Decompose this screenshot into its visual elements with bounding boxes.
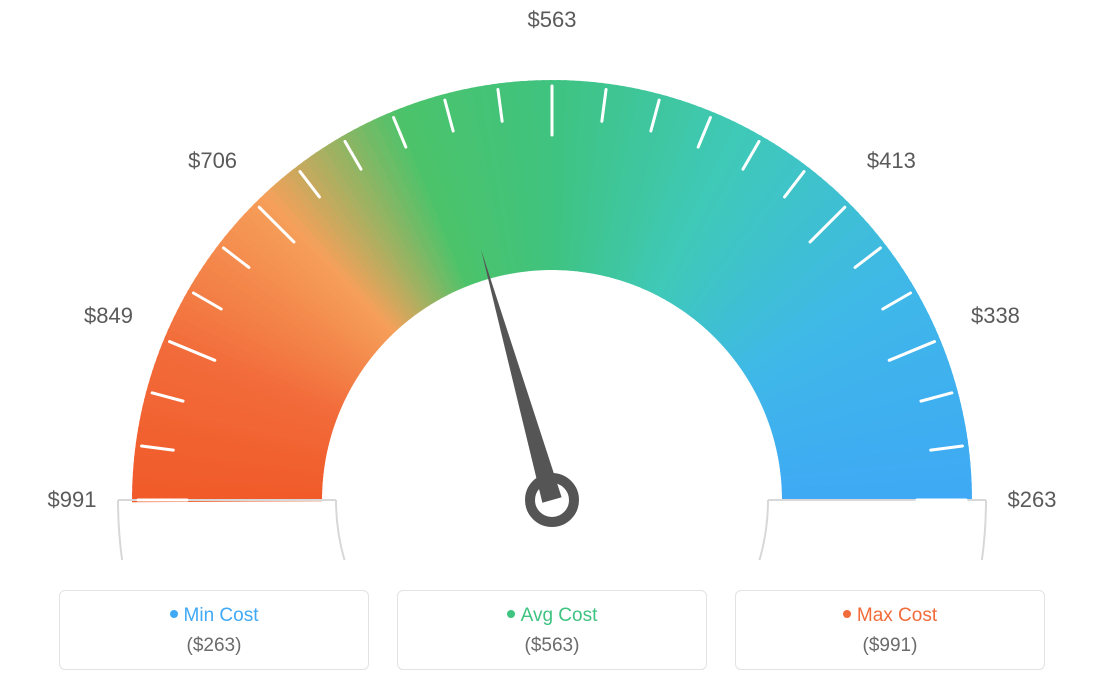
legend-card-min: Min Cost ($263): [59, 590, 369, 670]
inner-outline: [336, 500, 768, 560]
gauge-tick-label: $706: [188, 148, 237, 174]
legend-title-max: Max Cost: [746, 605, 1034, 627]
gauge-tick-label: $849: [84, 303, 133, 329]
legend-card-avg: Avg Cost ($563): [397, 590, 707, 670]
legend-label: Max Cost: [857, 605, 937, 626]
legend-title-avg: Avg Cost: [408, 605, 696, 627]
gauge-needle: [471, 247, 561, 503]
gauge-arc: [132, 80, 972, 502]
legend-value-max: ($991): [746, 635, 1034, 657]
dot-icon: [170, 610, 178, 618]
legend-label: Min Cost: [184, 605, 259, 626]
outer-outline: [118, 500, 986, 560]
gauge-tick-label: $413: [867, 148, 916, 174]
dot-icon: [507, 610, 515, 618]
gauge-tick-label: $563: [528, 7, 577, 33]
legend-label: Avg Cost: [521, 605, 598, 626]
legend-row: Min Cost ($263) Avg Cost ($563) Max Cost…: [0, 590, 1104, 670]
legend-title-min: Min Cost: [70, 605, 358, 627]
legend-value-avg: ($563): [408, 635, 696, 657]
legend-value-min: ($263): [70, 635, 358, 657]
gauge-svg: [0, 0, 1104, 560]
gauge-tick-label: $991: [48, 487, 97, 513]
legend-card-max: Max Cost ($991): [735, 590, 1045, 670]
dot-icon: [843, 610, 851, 618]
gauge-tick-label: $338: [971, 303, 1020, 329]
gauge-chart: $263 $338 $413 $563 $706 $849 $991: [0, 0, 1104, 560]
gauge-tick-label: $263: [1008, 487, 1057, 513]
